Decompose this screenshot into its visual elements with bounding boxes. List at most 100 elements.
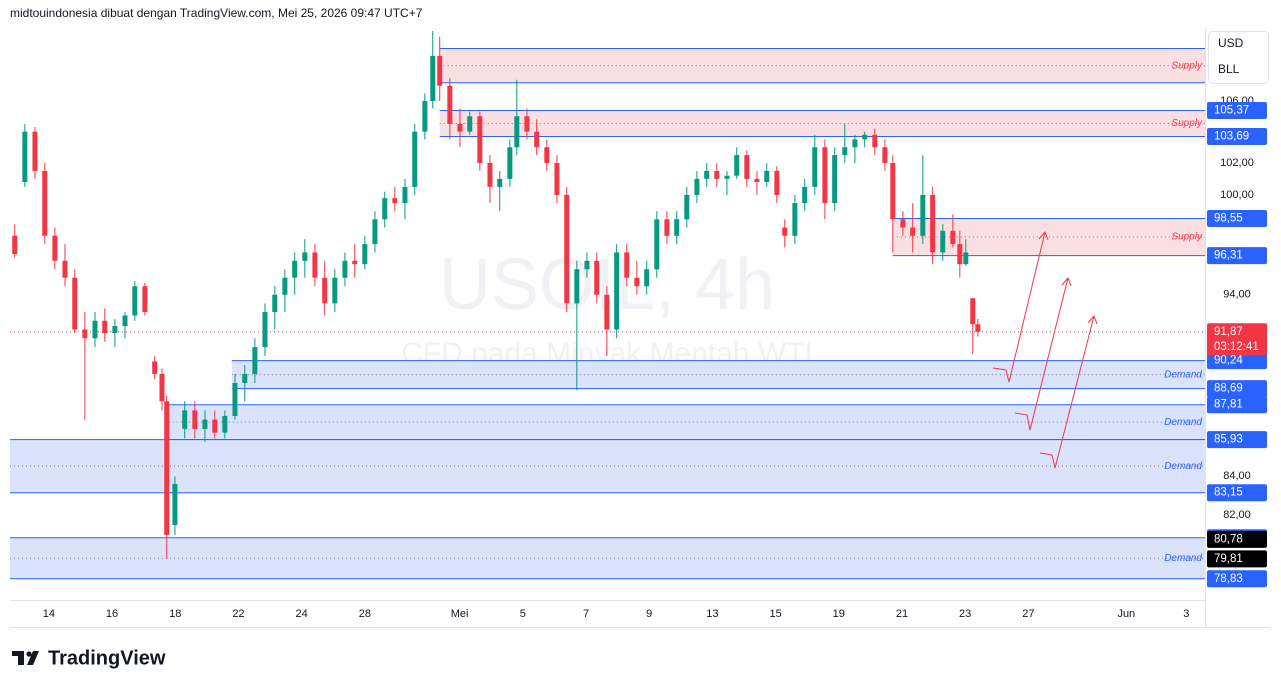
price-label-box [1207,127,1267,145]
candle-body [372,219,378,245]
price-label-box [1207,431,1267,449]
candle-body [282,277,288,295]
candle-body [82,329,88,339]
candle-body [963,252,969,265]
price-label-box [1207,550,1267,568]
candle-body [664,219,670,236]
price-label: 96,31 [1214,250,1243,262]
candle-body [882,147,888,163]
candle-body [970,298,976,325]
price-label-box [1207,484,1267,502]
x-tick-label: 15 [769,608,781,620]
candle-body [674,219,680,236]
x-tick-label: 7 [583,608,589,620]
candle-body [544,147,550,163]
x-tick-label: 14 [43,608,55,620]
candle-body [457,123,463,132]
candle-body [554,162,560,195]
arrow-head [1087,315,1098,325]
candle-body [192,410,198,429]
candle-body [507,147,513,179]
price-label: 90,24 [1214,355,1243,367]
price-label: 91,87 [1214,326,1243,338]
candle-body [402,186,408,204]
arrow-head [1061,277,1072,287]
arrow [992,231,1046,383]
price-label: 80,78 [1214,533,1243,545]
candles [12,30,981,560]
drawings [992,231,1098,469]
price-label-box [1207,530,1267,548]
candle-body [172,483,178,526]
candle-body [724,175,730,179]
candle-body [222,415,228,433]
candle-body [644,269,650,287]
candle-body [694,178,700,195]
candle-body [302,252,308,261]
price-label: 103,69 [1214,131,1249,143]
candle-body [422,100,428,132]
candle-body [614,252,620,330]
y-tick-label: 84,00 [1223,470,1251,482]
candle-body [142,286,148,313]
x-tick-label: Jun [1117,608,1135,620]
candle-body [232,382,238,416]
x-tick-label: 16 [106,608,118,620]
candle-body [62,260,68,278]
footer-logo: TradingView [12,647,166,669]
candle-body [32,131,38,171]
zones: Supply Supply Supply Demand Demand Demand Dema… [10,47,1206,580]
x-tick-label: 21 [896,608,908,620]
candle-body [564,194,570,304]
candle-body [447,85,453,124]
candle-body [72,277,78,330]
candle-body [930,194,936,253]
candle-body [202,419,208,429]
candle-body [862,134,868,140]
candle-body [332,277,338,304]
logo-dot [26,651,32,657]
candle-body [832,155,838,204]
candle-body [272,294,278,313]
candle-body [910,227,916,236]
candle-body [437,55,443,86]
price-label-box [1207,102,1267,120]
candle-body [292,260,298,278]
countdown: 03:12:41 [1214,341,1259,353]
logo-text: TradingView [48,647,166,669]
y-tick-label: 100,00 [1220,189,1254,201]
candle-body [920,194,926,236]
candle-body [734,155,740,176]
candle-body [52,235,58,261]
zone-label: Supply [1171,232,1203,243]
candle-body [159,373,165,402]
price-label: 83,15 [1214,487,1243,499]
candle-body [152,361,158,374]
price-label: 105,37 [1214,105,1249,117]
x-tick-label: Mei [451,608,469,620]
candle-body [842,147,848,156]
candle-body [584,260,590,270]
candle-body [164,401,170,535]
candle-body [242,373,248,383]
candle-body [604,294,610,330]
candle-body [940,230,946,253]
price-label-box [1207,396,1267,414]
candle-body [654,219,660,270]
candle-body [477,116,483,163]
toolbar: USD BLL [1208,31,1269,84]
candle-body [92,320,98,339]
candle-body [514,116,520,148]
candle-body [852,139,858,148]
candle-body [975,324,981,332]
price-label: 79,81 [1214,553,1243,565]
toolbar-button[interactable]: USD [1218,36,1244,50]
candle-body [802,186,808,204]
zone-label: Demand [1164,369,1202,380]
toolbar-button[interactable]: BLL [1218,62,1240,76]
candle-body [42,170,48,236]
candle-body [312,252,318,278]
candle-body [22,131,28,183]
